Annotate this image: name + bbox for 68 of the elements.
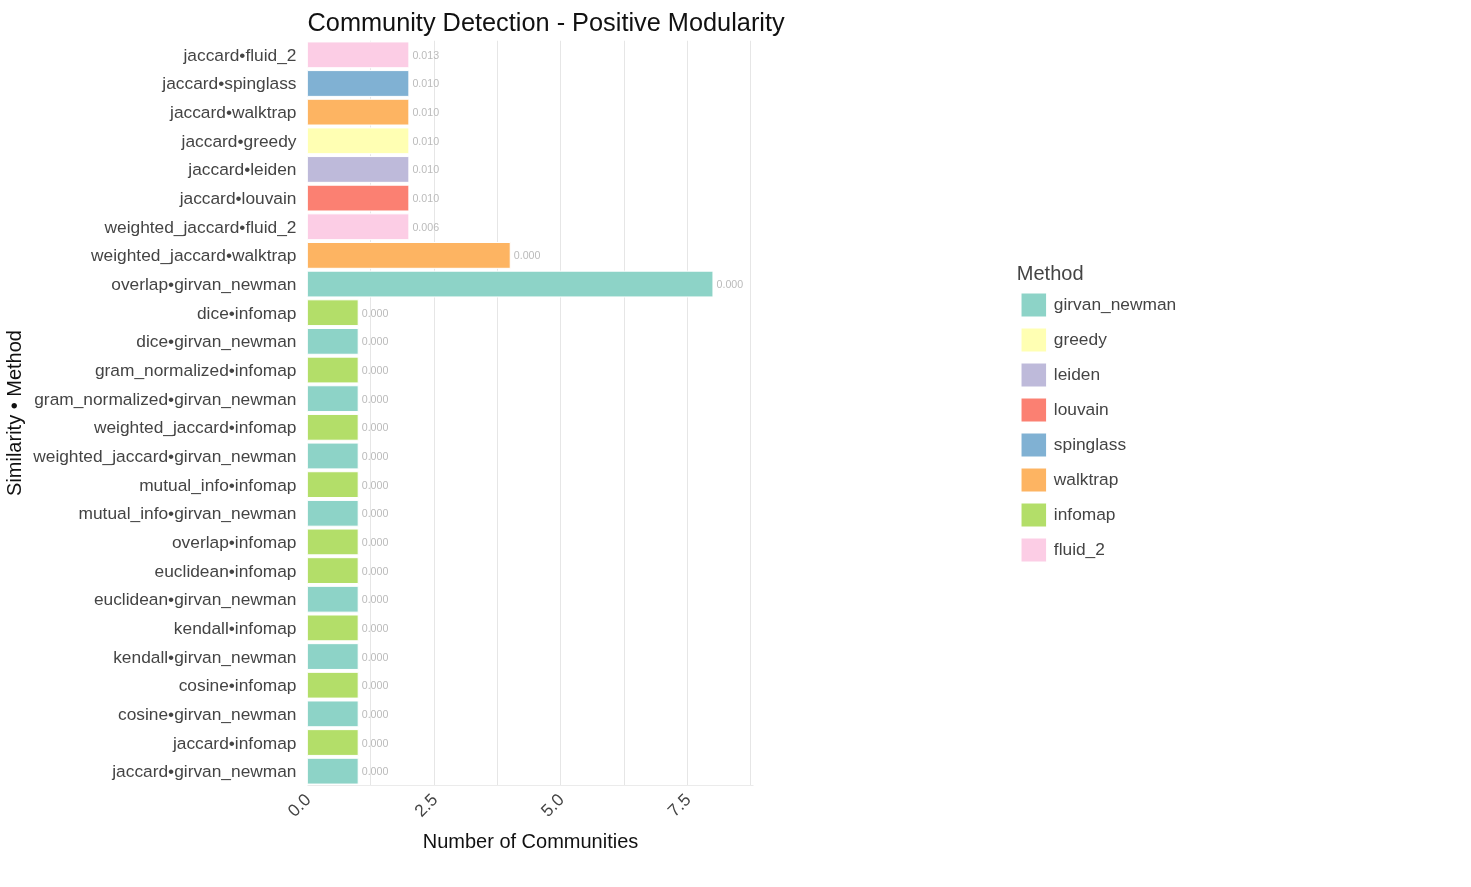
annotation: 0.000	[361, 564, 389, 577]
y-tick-label: jaccard•greedy	[180, 130, 297, 151]
x-tick-label: 7.5	[663, 789, 695, 821]
y-tick-label: weighted_jaccard•infomap	[92, 417, 297, 438]
y-tick-label: dice•girvan_newman	[136, 331, 297, 352]
y-tick-label: cosine•girvan_newman	[118, 703, 297, 724]
y-tick-label: overlap•girvan_newman	[111, 274, 297, 295]
y-tick-label: jaccard•girvan_newman	[111, 761, 297, 782]
y-tick-label: gram_normalized•girvan_newman	[34, 388, 297, 409]
x-tick-label: 0.0	[283, 789, 315, 821]
legend-label: spinglass	[1053, 433, 1127, 455]
y-tick-label: jaccard•leiden	[187, 159, 297, 180]
annotation: 0.000	[361, 765, 389, 778]
x-tick-label: 5.0	[536, 789, 568, 821]
annotation: 0.000	[361, 364, 389, 377]
annotation: 0.000	[361, 650, 389, 663]
annotation: 0.010	[412, 134, 440, 147]
y-tick-label: kendall•girvan_newman	[113, 646, 297, 667]
annotation: 0.000	[361, 535, 389, 548]
annotation: 0.000	[361, 335, 389, 348]
y-tick-label: jaccard•fluid_2	[182, 44, 297, 65]
annotation: 0.000	[361, 593, 389, 606]
annotation: 0.013	[412, 48, 440, 61]
legend-label: louvain	[1053, 398, 1109, 420]
y-tick-label: jaccard•walktrap	[169, 102, 297, 123]
y-tick-label: mutual_info•girvan_newman	[78, 503, 297, 524]
annotation: 0.000	[361, 736, 389, 749]
y-axis-title: Similarity • Method	[3, 330, 26, 496]
x-tick-label: 2.5	[410, 789, 442, 821]
chart-title: Community Detection - Positive Modularity	[307, 7, 786, 36]
y-tick-label: weighted_jaccard•walktrap	[90, 245, 297, 266]
y-tick-label: jaccard•louvain	[178, 188, 297, 209]
y-tick-label: dice•infomap	[197, 302, 297, 323]
annotation: 0.006	[412, 220, 440, 233]
legend-title: Method	[1016, 261, 1085, 284]
annotation: 0.000	[361, 449, 389, 462]
annotation: 0.000	[361, 478, 389, 491]
y-tick-label: mutual_info•infomap	[139, 474, 297, 495]
y-tick-label: overlap•infomap	[171, 531, 297, 552]
legend-label: infomap	[1053, 503, 1116, 525]
annotation: 0.000	[716, 278, 744, 291]
annotation: 0.000	[361, 679, 389, 692]
y-tick-label: weighted_jaccard•girvan_newman	[32, 445, 297, 466]
annotation: 0.010	[412, 106, 440, 119]
annotation: 0.000	[361, 392, 389, 405]
legend-label: walktrap	[1053, 468, 1119, 490]
y-tick-label: kendall•infomap	[173, 617, 297, 638]
annotation: 0.000	[361, 421, 389, 434]
y-tick-label: euclidean•girvan_newman	[93, 589, 297, 610]
annotation: 0.010	[412, 192, 440, 205]
y-tick-label: weighted_jaccard•fluid_2	[103, 216, 297, 237]
annotation: 0.000	[361, 707, 389, 720]
annotation: 0.000	[361, 621, 389, 634]
y-tick-label: cosine•infomap	[178, 675, 297, 696]
legend-label: leiden	[1053, 363, 1101, 385]
legend-label: girvan_newman	[1053, 293, 1177, 315]
y-tick-label: jaccard•infomap	[171, 732, 297, 753]
annotation: 0.010	[412, 163, 440, 176]
x-axis-title: Number of Communities	[422, 830, 639, 853]
y-tick-label: euclidean•infomap	[154, 560, 297, 581]
y-tick-label: gram_normalized•infomap	[94, 360, 297, 381]
legend-label: greedy	[1053, 328, 1107, 350]
annotation: 0.010	[412, 77, 440, 90]
y-tick-label: jaccard•spinglass	[161, 73, 297, 94]
annotation: 0.000	[361, 507, 389, 520]
annotation: 0.000	[361, 306, 389, 319]
annotation: 0.000	[513, 249, 541, 262]
legend-label: fluid_2	[1053, 538, 1105, 560]
